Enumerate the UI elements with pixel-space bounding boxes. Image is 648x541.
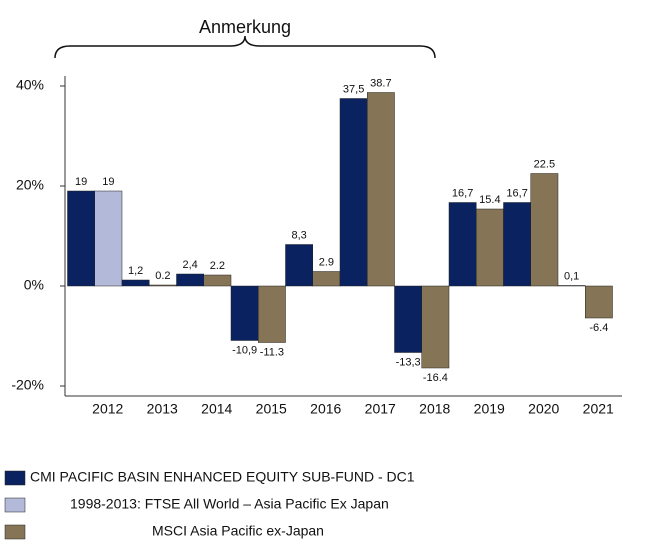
value-label: 37,5	[343, 83, 364, 95]
bar	[339, 98, 368, 287]
x-tick-label: 2012	[92, 401, 123, 417]
x-tick-label: 2013	[147, 401, 178, 417]
value-label: 15.4	[479, 194, 500, 206]
legend-swatch	[4, 470, 26, 486]
value-label: 38.7	[370, 77, 391, 89]
bar	[476, 208, 504, 287]
bar	[176, 273, 204, 287]
value-label: 2,4	[182, 259, 197, 271]
x-tick-label: 2014	[201, 401, 232, 417]
value-label: -13,3	[396, 356, 421, 368]
value-label: 16,7	[452, 187, 473, 199]
annotation: Anmerkung	[199, 17, 291, 37]
value-label: 0,1	[564, 270, 579, 282]
legend-label: MSCI Asia Pacific ex-Japan	[152, 523, 324, 539]
value-label: 22.5	[534, 158, 555, 170]
bar	[394, 285, 422, 353]
bar	[121, 279, 150, 287]
value-label: -16.4	[423, 372, 448, 384]
brace	[54, 35, 436, 59]
bar	[67, 190, 95, 287]
x-tick-label: 2018	[419, 401, 450, 417]
legend-label: 1998-2013: FTSE All World – Asia Pacific…	[70, 496, 389, 512]
bar	[530, 173, 559, 287]
value-label: -6.4	[589, 322, 608, 334]
bar	[312, 271, 341, 287]
y-tick-label: -20%	[11, 377, 44, 393]
value-label: 2.2	[210, 260, 225, 272]
bar	[203, 274, 232, 287]
bar	[557, 285, 586, 287]
bar	[585, 285, 613, 319]
value-label: 19	[102, 176, 114, 188]
value-label: 16,7	[506, 187, 527, 199]
y-tick-label: 0%	[24, 277, 44, 293]
value-label: 19	[75, 176, 87, 188]
bar	[230, 285, 259, 341]
y-tick-label: 40%	[16, 77, 44, 93]
x-tick-label: 2017	[365, 401, 396, 417]
x-tick-label: 2020	[528, 401, 559, 417]
legend-swatch	[4, 524, 26, 540]
bar	[367, 92, 395, 287]
legend-label: CMI PACIFIC BASIN ENHANCED EQUITY SUB-FU…	[30, 469, 415, 485]
y-tick-label: 20%	[16, 177, 44, 193]
bar	[149, 284, 177, 287]
value-label: -11.3	[260, 346, 284, 358]
value-label: 8,3	[291, 229, 306, 241]
value-label: 2.9	[319, 256, 334, 268]
x-tick-label: 2015	[256, 401, 287, 417]
bar	[258, 285, 286, 343]
value-label: -10,9	[232, 344, 257, 356]
bar	[285, 244, 313, 287]
x-tick-label: 2016	[310, 401, 341, 417]
bar	[448, 202, 477, 287]
x-tick-label: 2021	[583, 401, 614, 417]
bar	[421, 285, 450, 369]
bar	[503, 202, 531, 287]
value-label: 1,2	[128, 265, 143, 277]
bar	[94, 190, 123, 287]
value-label: 0.2	[155, 270, 170, 282]
legend-swatch	[4, 497, 26, 513]
x-tick-label: 2019	[474, 401, 505, 417]
